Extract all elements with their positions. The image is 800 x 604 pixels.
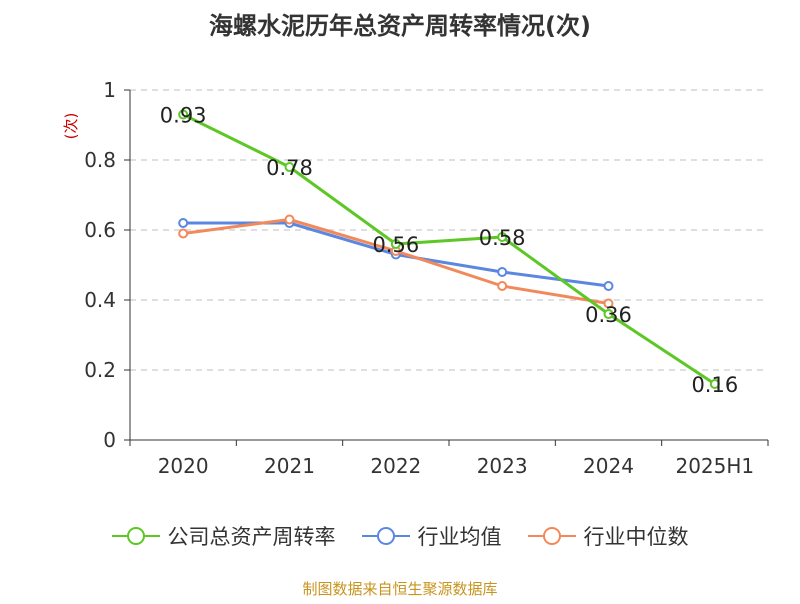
data-point	[284, 214, 295, 225]
legend-item-industry-median[interactable]: 行业中位数	[527, 521, 689, 551]
y-tick-label: 0.8	[84, 148, 116, 172]
data-point	[178, 218, 189, 228]
y-tick-label: 0.4	[84, 288, 116, 312]
data-label: 0.16	[691, 373, 738, 397]
data-label: 0.36	[585, 303, 632, 327]
data-point	[497, 232, 508, 242]
data-point	[497, 281, 508, 291]
x-tick-label: 2021	[264, 454, 315, 478]
data-point	[284, 162, 295, 172]
legend-marker-industry-median-icon	[527, 527, 576, 545]
data-point	[497, 267, 508, 277]
y-tick-label: 0.2	[84, 358, 116, 382]
x-tick-label: 2022	[370, 454, 421, 478]
chart-title: 海螺水泥历年总资产周转率情况(次)	[209, 12, 591, 40]
data-label: 0.93	[160, 104, 207, 128]
legend-marker-industry-mean-icon	[361, 527, 410, 545]
data-point	[603, 281, 614, 291]
series-line	[182, 113, 716, 386]
legend: 公司总资产周转率 行业均值 行业中位数	[0, 518, 800, 554]
legend-item-industry-mean[interactable]: 行业均值	[361, 521, 502, 551]
legend-label-company: 公司总资产周转率	[167, 525, 336, 549]
y-tick-label: 1	[103, 78, 116, 102]
data-point	[603, 309, 614, 319]
legend-item-company[interactable]: 公司总资产周转率	[111, 521, 336, 551]
legend-label-industry-mean: 行业均值	[417, 525, 502, 549]
legend-label-industry-median: 行业中位数	[583, 525, 689, 549]
y-axis-label: (次)	[62, 113, 80, 140]
y-tick-label: 0	[103, 428, 116, 452]
data-point	[603, 298, 614, 309]
data-label: 0.78	[266, 156, 313, 180]
data-point	[178, 228, 189, 239]
legend-marker-company-icon	[111, 527, 160, 545]
data-point	[178, 109, 189, 120]
data-point	[390, 239, 401, 249]
data-label: 0.56	[372, 233, 419, 257]
x-tick-label: 2024	[583, 454, 634, 478]
x-tick-label: 2023	[477, 454, 528, 478]
data-source-note: 制图数据来自恒生聚源数据库	[302, 580, 498, 598]
x-tick-label: 2020	[158, 454, 209, 478]
data-label: 0.58	[479, 226, 526, 250]
data-point	[709, 379, 720, 389]
x-tick-label: 2025H1	[675, 454, 754, 478]
y-tick-label: 0.6	[84, 218, 116, 242]
